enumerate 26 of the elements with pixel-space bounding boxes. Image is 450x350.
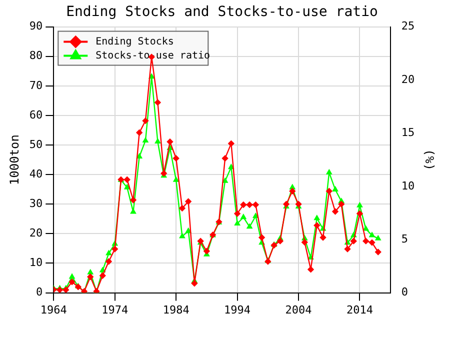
- y2-tick-label: 15: [401, 126, 415, 140]
- x-tick-label: 2004: [285, 303, 312, 316]
- y2-tick-label: 0: [401, 286, 408, 299]
- y-axis-title: 1000ton: [7, 134, 22, 186]
- y-tick-label: 80: [29, 49, 43, 62]
- y-tick-label: 10: [29, 256, 43, 270]
- x-tick-label: 1964: [40, 303, 68, 316]
- y-tick-label: 60: [29, 108, 43, 122]
- y-tick-label: 90: [29, 20, 43, 33]
- y-tick-label: 30: [29, 196, 43, 210]
- legend-label: Ending Stocks: [96, 36, 174, 48]
- chart-title: Ending Stocks and Stocks-to-use ratio: [66, 4, 378, 20]
- y2-tick-label: 5: [401, 232, 408, 246]
- y2-axis-title: (%): [422, 148, 437, 171]
- y2-tick-label: 20: [401, 72, 415, 86]
- y-tick-label: 70: [29, 78, 43, 92]
- x-tick-label: 1974: [102, 303, 128, 316]
- y2-tick-label: 10: [401, 179, 415, 192]
- x-tick-label: 2014: [346, 303, 374, 316]
- y-tick-label: 0: [36, 286, 43, 299]
- x-tick-label: 1984: [162, 303, 190, 316]
- y-tick-label: 20: [29, 226, 43, 240]
- x-tick-label: 1994: [224, 303, 251, 316]
- y-tick-label: 50: [29, 138, 43, 151]
- y2-tick-label: 25: [401, 20, 415, 33]
- y-tick-label: 40: [29, 167, 43, 180]
